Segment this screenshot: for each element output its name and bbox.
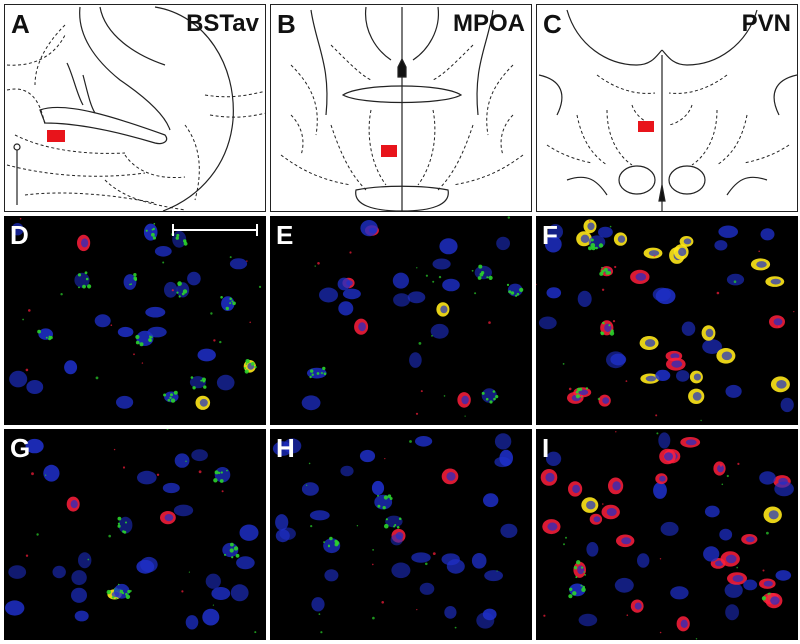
micrograph-f-image [536, 219, 795, 422]
panel-label-a: A [11, 9, 30, 39]
micrograph-panel-f: F [536, 216, 798, 425]
micrograph-i-image [540, 431, 794, 640]
micrograph-panel-h: H [270, 429, 532, 640]
micrograph-d-image [9, 217, 262, 410]
micrograph-panel-e: E [270, 216, 532, 425]
panel-label-c: C [543, 9, 562, 39]
mpoa-region-marker [381, 145, 397, 157]
pvn-atlas-drawing [538, 9, 797, 211]
atlas-panel-pvn: C PVN [536, 4, 798, 212]
panel-label-i: I [542, 433, 550, 463]
panel-label-e: E [276, 220, 294, 250]
panel-label-b: B [277, 9, 296, 39]
bstav-region-marker [47, 130, 65, 142]
region-label-bstav: BSTav [186, 10, 259, 37]
micrograph-g-image [5, 429, 259, 634]
micrograph-panel-d: D [4, 216, 266, 425]
atlas-panel-mpoa: B MPOA [270, 4, 532, 212]
bstav-atlas-drawing [6, 6, 265, 211]
panel-label-d: D [10, 220, 29, 250]
mpoa-atlas-drawing [280, 6, 524, 211]
micrograph-h-image [272, 433, 518, 634]
micrograph-panel-g: G [4, 429, 266, 640]
micrograph-e-image [301, 216, 524, 417]
scale-bar [172, 224, 258, 236]
micrograph-panel-i: I [536, 429, 798, 640]
pvn-region-marker [638, 121, 654, 132]
atlas-panel-bstav: A BSTav [4, 4, 266, 212]
panel-label-f: F [542, 220, 558, 250]
panel-label-h: H [276, 433, 295, 463]
region-label-pvn: PVN [741, 10, 791, 37]
panel-label-g: G [10, 433, 31, 463]
region-label-mpoa: MPOA [453, 10, 525, 37]
